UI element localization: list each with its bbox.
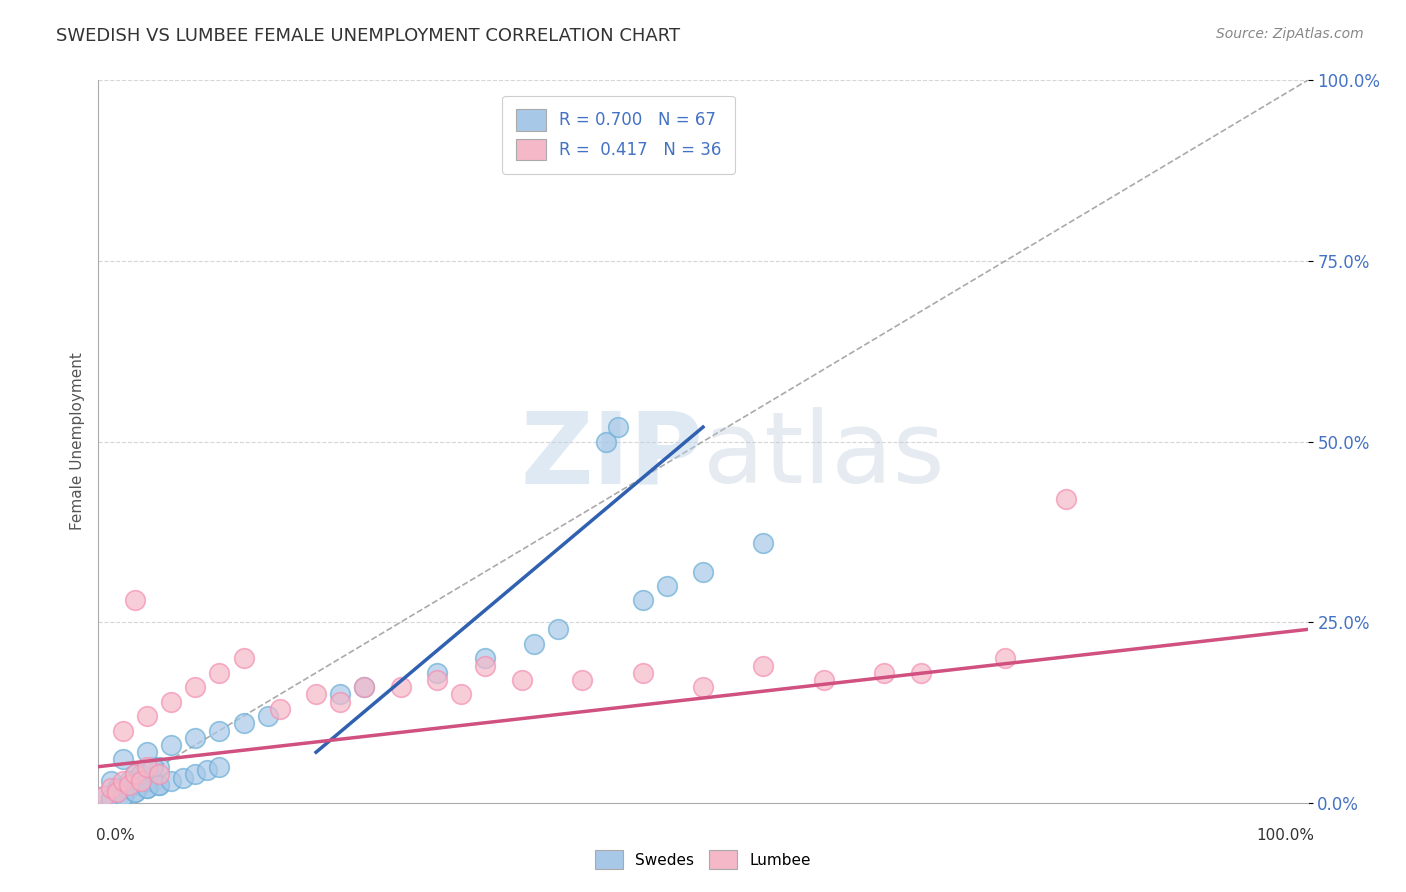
Point — [100, 774, 122, 789]
Point — [631, 665, 654, 680]
Point — [547, 623, 569, 637]
Text: SWEDISH VS LUMBEE FEMALE UNEMPLOYMENT CORRELATION CHART: SWEDISH VS LUMBEE FEMALE UNEMPLOYMENT CO… — [56, 27, 681, 45]
Point — [148, 760, 170, 774]
Text: 100.0%: 100.0% — [1257, 828, 1315, 843]
Point — [184, 731, 207, 745]
Point — [100, 792, 122, 806]
Point — [124, 785, 146, 799]
Point — [124, 785, 146, 799]
Point — [111, 774, 134, 789]
Point — [426, 665, 449, 680]
Point — [135, 774, 157, 789]
Point — [692, 565, 714, 579]
Point — [111, 781, 134, 796]
Point — [105, 785, 128, 799]
Point — [329, 695, 352, 709]
Point — [208, 760, 231, 774]
Point — [389, 680, 412, 694]
Point — [142, 760, 165, 774]
Point — [474, 658, 496, 673]
Point — [184, 680, 207, 694]
Point — [994, 651, 1017, 665]
Point — [631, 593, 654, 607]
Point — [450, 687, 472, 701]
Point — [129, 778, 152, 792]
Point — [93, 789, 115, 803]
Point — [105, 781, 128, 796]
Point — [269, 702, 291, 716]
Y-axis label: Female Unemployment: Female Unemployment — [69, 352, 84, 531]
Point — [655, 579, 678, 593]
Point — [607, 420, 630, 434]
Point — [105, 785, 128, 799]
Point — [353, 680, 375, 694]
Point — [148, 778, 170, 792]
Text: Source: ZipAtlas.com: Source: ZipAtlas.com — [1216, 27, 1364, 41]
Point — [93, 789, 115, 803]
Point — [160, 738, 183, 752]
Point — [510, 673, 533, 687]
Point — [474, 651, 496, 665]
Point — [813, 673, 835, 687]
Point — [873, 665, 896, 680]
Point — [148, 778, 170, 792]
Point — [172, 771, 194, 785]
Point — [910, 665, 932, 680]
Point — [135, 709, 157, 723]
Point — [184, 767, 207, 781]
Point — [523, 637, 546, 651]
Point — [129, 774, 152, 789]
Point — [1054, 492, 1077, 507]
Point — [329, 687, 352, 701]
Point — [256, 709, 278, 723]
Point — [111, 723, 134, 738]
Point — [148, 767, 170, 781]
Point — [595, 434, 617, 449]
Text: 0.0%: 0.0% — [96, 828, 135, 843]
Point — [195, 764, 218, 778]
Point — [111, 789, 134, 803]
Legend: Swedes, Lumbee: Swedes, Lumbee — [589, 844, 817, 875]
Point — [124, 767, 146, 781]
Point — [208, 665, 231, 680]
Point — [142, 774, 165, 789]
Point — [124, 593, 146, 607]
Point — [111, 789, 134, 803]
Point — [208, 723, 231, 738]
Point — [232, 716, 254, 731]
Point — [752, 535, 775, 549]
Point — [135, 781, 157, 796]
Point — [124, 767, 146, 781]
Point — [118, 774, 141, 789]
Point — [426, 673, 449, 687]
Point — [353, 680, 375, 694]
Point — [160, 774, 183, 789]
Point — [111, 752, 134, 766]
Point — [571, 673, 593, 687]
Point — [305, 687, 328, 701]
Point — [135, 781, 157, 796]
Point — [135, 760, 157, 774]
Legend: R = 0.700   N = 67, R =  0.417   N = 36: R = 0.700 N = 67, R = 0.417 N = 36 — [502, 95, 734, 174]
Point — [100, 781, 122, 796]
Point — [160, 695, 183, 709]
Point — [118, 778, 141, 792]
Point — [232, 651, 254, 665]
Point — [752, 658, 775, 673]
Text: atlas: atlas — [703, 408, 945, 505]
Point — [100, 792, 122, 806]
Point — [692, 680, 714, 694]
Text: ZIP: ZIP — [520, 408, 703, 505]
Point — [135, 745, 157, 759]
Point — [129, 767, 152, 781]
Point — [118, 781, 141, 796]
